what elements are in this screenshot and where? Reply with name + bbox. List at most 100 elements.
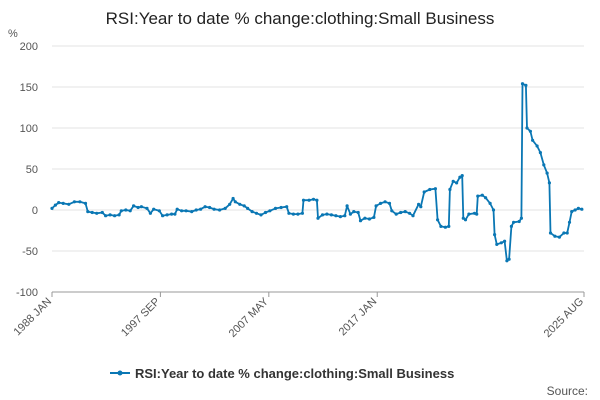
data-point[interactable] [338, 215, 342, 219]
legend[interactable]: RSI:Year to date % change:clothing:Small… [110, 366, 454, 381]
data-point[interactable] [509, 224, 513, 228]
data-point[interactable] [212, 207, 216, 211]
data-point[interactable] [455, 181, 459, 185]
data-point[interactable] [307, 198, 311, 202]
data-point[interactable] [545, 171, 549, 175]
data-point[interactable] [358, 219, 363, 223]
data-point[interactable] [436, 218, 440, 222]
data-point[interactable] [329, 213, 333, 217]
data-point[interactable] [263, 210, 268, 215]
data-point[interactable] [475, 212, 479, 216]
data-point[interactable] [228, 202, 232, 206]
data-point[interactable] [311, 197, 316, 201]
data-point[interactable] [50, 206, 54, 210]
data-point[interactable] [493, 233, 497, 237]
data-point[interactable] [104, 214, 108, 218]
data-point[interactable] [576, 206, 581, 210]
data-point[interactable] [451, 179, 455, 183]
data-point[interactable] [491, 208, 496, 212]
data-point[interactable] [315, 198, 319, 202]
data-point[interactable] [78, 200, 82, 204]
data-point[interactable] [570, 210, 574, 214]
data-point[interactable] [343, 214, 347, 218]
data-point[interactable] [194, 208, 198, 212]
data-point[interactable] [145, 206, 149, 210]
data-point[interactable] [190, 210, 194, 214]
data-point[interactable] [562, 231, 566, 235]
data-point[interactable] [476, 194, 480, 198]
data-point[interactable] [411, 214, 415, 218]
data-point[interactable] [367, 217, 371, 221]
data-point[interactable] [203, 205, 207, 209]
data-point[interactable] [519, 216, 524, 220]
data-point[interactable] [300, 211, 304, 215]
data-point[interactable] [505, 259, 509, 263]
data-point[interactable] [538, 151, 543, 155]
data-point[interactable] [334, 214, 338, 218]
data-point[interactable] [128, 209, 132, 213]
data-point[interactable] [553, 234, 557, 238]
data-point[interactable] [152, 207, 156, 211]
data-point[interactable] [580, 207, 584, 211]
data-point[interactable] [170, 212, 174, 216]
data-point[interactable] [72, 200, 76, 204]
data-point[interactable] [287, 211, 291, 215]
data-point[interactable] [57, 201, 61, 205]
data-point[interactable] [285, 205, 289, 209]
data-point[interactable] [119, 209, 123, 213]
data-point[interactable] [507, 257, 511, 261]
data-point[interactable] [345, 204, 349, 208]
data-point[interactable] [484, 196, 488, 200]
data-point[interactable] [165, 213, 169, 217]
data-point[interactable] [495, 242, 499, 246]
data-point[interactable] [268, 209, 272, 213]
data-point[interactable] [428, 187, 432, 192]
data-point[interactable] [348, 212, 352, 216]
data-point[interactable] [296, 212, 300, 216]
data-point[interactable] [208, 205, 212, 210]
data-point[interactable] [273, 206, 278, 210]
data-point[interactable] [250, 210, 254, 214]
data-point[interactable] [379, 201, 383, 205]
data-point[interactable] [291, 212, 295, 216]
data-point[interactable] [372, 215, 376, 219]
data-point[interactable] [223, 206, 227, 210]
data-point[interactable] [61, 201, 65, 205]
data-point[interactable] [488, 201, 492, 205]
data-point[interactable] [139, 205, 143, 209]
data-point[interactable] [363, 216, 367, 220]
data-point[interactable] [95, 211, 99, 215]
data-point[interactable] [113, 214, 117, 218]
data-point[interactable] [180, 209, 184, 213]
data-point[interactable] [83, 201, 88, 205]
data-point[interactable] [86, 210, 90, 214]
data-point[interactable] [184, 209, 188, 213]
data-point[interactable] [117, 213, 121, 217]
data-point[interactable] [316, 216, 320, 220]
data-point[interactable] [320, 213, 325, 217]
data-point[interactable] [503, 239, 507, 243]
data-point[interactable] [279, 205, 283, 210]
data-point[interactable] [108, 213, 112, 217]
data-point[interactable] [528, 129, 533, 133]
data-point[interactable] [242, 204, 246, 208]
data-point[interactable] [124, 208, 128, 212]
data-point[interactable] [233, 200, 237, 204]
data-point[interactable] [254, 211, 259, 215]
data-point[interactable] [374, 204, 378, 208]
data-point[interactable] [458, 175, 462, 179]
data-point[interactable] [448, 187, 452, 192]
data-point[interactable] [565, 231, 569, 235]
data-point[interactable] [419, 205, 423, 209]
data-point[interactable] [422, 190, 426, 194]
data-point[interactable] [567, 220, 572, 224]
data-point[interactable] [557, 235, 562, 239]
data-point[interactable] [517, 219, 521, 224]
data-point[interactable] [499, 241, 503, 245]
data-point[interactable] [136, 205, 140, 210]
data-point[interactable] [387, 201, 392, 205]
data-point[interactable] [390, 209, 394, 213]
data-point[interactable] [573, 208, 577, 212]
data-point[interactable] [463, 218, 468, 222]
data-point[interactable] [417, 202, 421, 206]
